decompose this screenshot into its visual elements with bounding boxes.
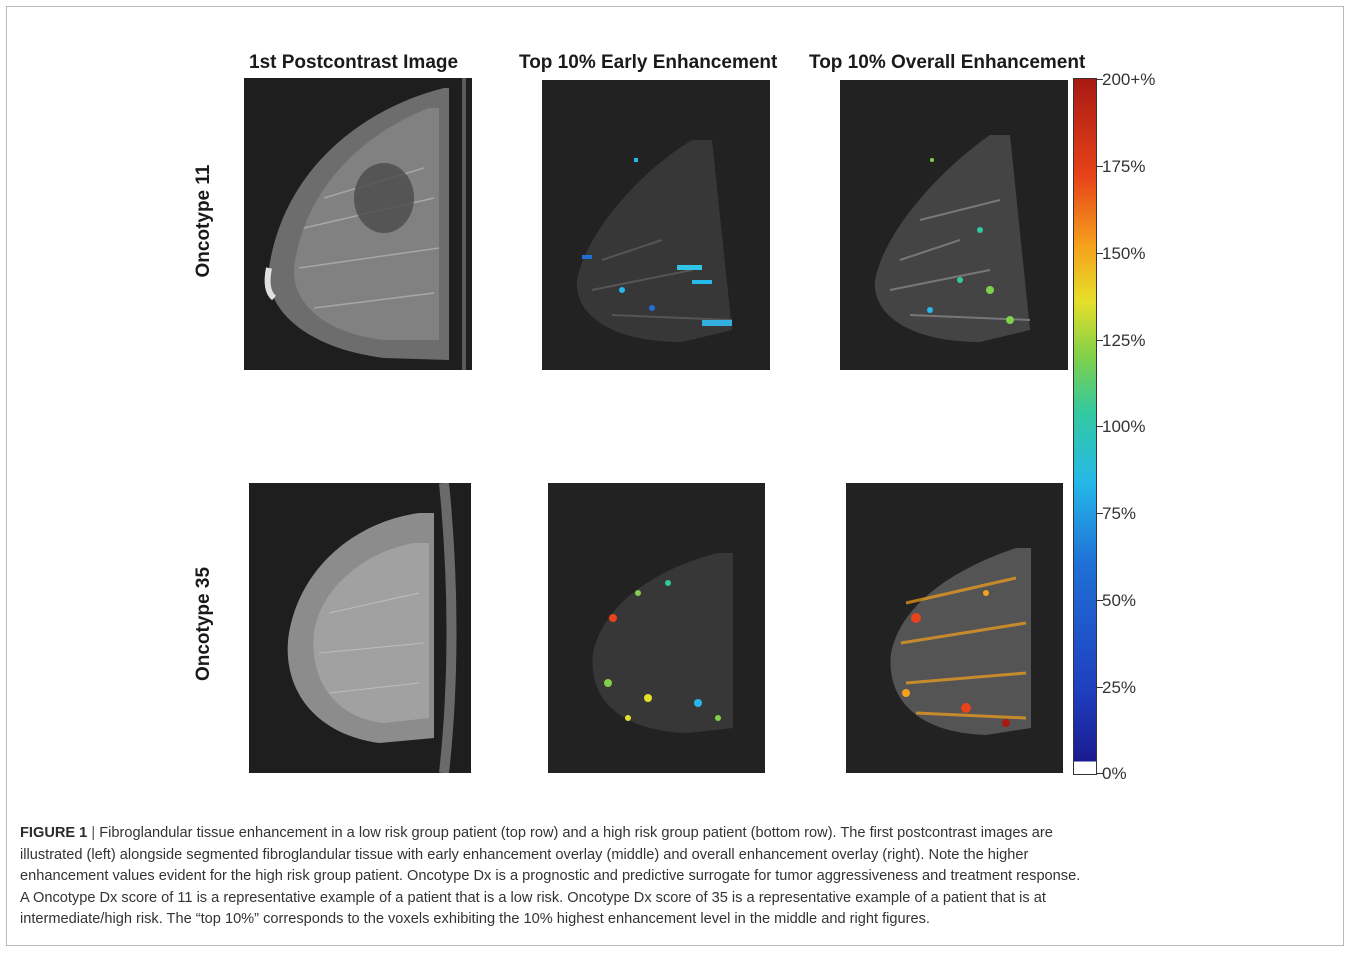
enhancement-colorbar xyxy=(1073,78,1097,775)
colorbar-tick-label-125: 125% xyxy=(1102,331,1146,350)
colorbar-tick-label-175: 175% xyxy=(1102,157,1146,176)
caption-text: Fibroglandular tissue enhancement in a l… xyxy=(99,825,1053,841)
early-enhancement-map-oncotype-35 xyxy=(548,483,765,773)
colorbar-tick-label-50: 50% xyxy=(1102,591,1137,610)
mri-image-oncotype-11 xyxy=(244,78,472,370)
column-title-overall-enhancement: Top 10% Overall Enhancement xyxy=(809,52,1086,73)
colorbar-tick xyxy=(1097,773,1103,774)
colorbar-tick-label-200: 200+% xyxy=(1102,70,1156,89)
caption-line: FIGURE 1 | Fibroglandular tissue enhance… xyxy=(20,823,1335,845)
column-title-postcontrast: 1st Postcontrast Image xyxy=(249,52,459,73)
colorbar-tick-label-100: 100% xyxy=(1102,417,1146,436)
colorbar-tick-label-25: 25% xyxy=(1102,678,1137,697)
colorbar-tick-label-0: 0% xyxy=(1102,764,1127,783)
figure-frame xyxy=(6,6,1344,946)
colorbar-tick xyxy=(1097,513,1103,514)
colorbar-tick-label-75: 75% xyxy=(1102,504,1137,523)
caption-line: intermediate/high risk. The “top 10%” co… xyxy=(20,911,930,927)
figure-caption: FIGURE 1 | Fibroglandular tissue enhance… xyxy=(20,823,1335,931)
row-label-oncotype-11: Oncotype 11 xyxy=(193,164,214,278)
caption-line: enhancement values evident for the high … xyxy=(20,868,1081,884)
colorbar-tick xyxy=(1097,79,1103,80)
overall-enhancement-map-oncotype-35 xyxy=(846,483,1063,773)
early-enhancement-map-oncotype-11 xyxy=(542,80,770,370)
figure-label: FIGURE 1 xyxy=(20,825,88,841)
caption-line: A Oncotype Dx score of 11 is a represent… xyxy=(20,889,1046,906)
colorbar-tick xyxy=(1097,600,1103,601)
colorbar-tick xyxy=(1097,426,1103,427)
colorbar-tick xyxy=(1097,687,1103,688)
colorbar-tick xyxy=(1097,253,1103,254)
colorbar-tick-label-150: 150% xyxy=(1102,244,1146,263)
column-title-early-enhancement: Top 10% Early Enhancement xyxy=(519,52,778,73)
mri-image-oncotype-35 xyxy=(249,483,471,773)
colorbar-tick xyxy=(1097,166,1103,167)
caption-line: illustrated (left) alongside segmented f… xyxy=(20,846,1029,863)
caption-separator: | xyxy=(91,825,96,841)
overall-enhancement-map-oncotype-11 xyxy=(840,80,1068,370)
colorbar-tick xyxy=(1097,340,1103,341)
row-label-oncotype-35: Oncotype 35 xyxy=(193,566,214,682)
